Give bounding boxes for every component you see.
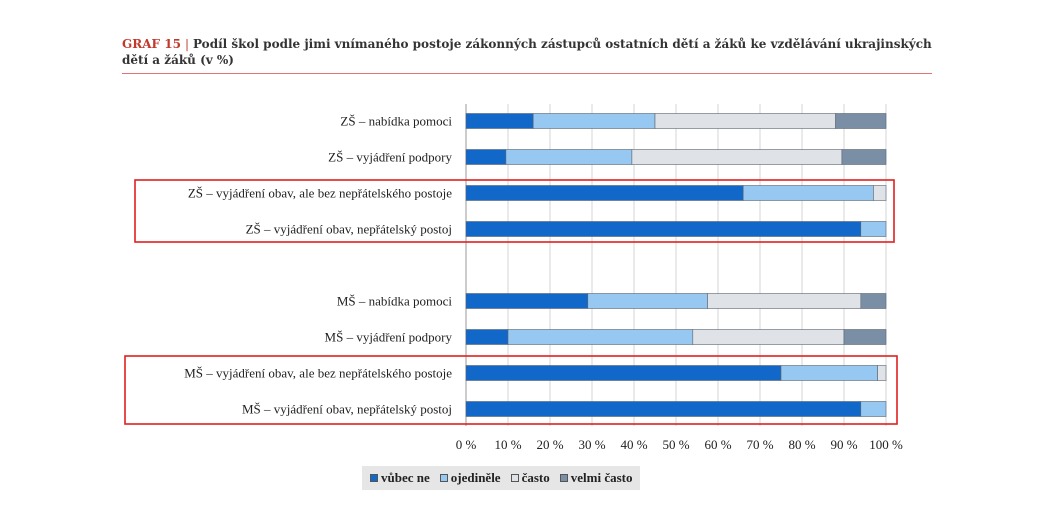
highlight-box [124,355,898,425]
bar-segment [465,329,509,345]
legend-swatch [370,474,378,482]
x-tick-label: 50 % [662,437,689,452]
title-separator: | [184,37,189,51]
chart-title: GRAF 15 | Podíl škol podle jimi vnímaného … [122,36,934,68]
graf-number: GRAF 15 [122,37,181,51]
legend-swatch [510,474,519,482]
highlight-box [134,179,895,243]
bar-segment [742,185,874,201]
legend-item: často [510,470,550,486]
bar-segment [654,113,836,129]
x-tick-label: 30 % [578,437,605,452]
bar-segment [860,401,887,417]
bar-segment [587,293,708,309]
bar-segment [860,221,887,237]
legend-item: velmi často [559,470,633,486]
x-tick-label: 10 % [494,437,521,452]
category-label: ZŠ – vyjádření obav, nepřátelský postoj [246,222,452,237]
x-tick-label: 80 % [788,437,815,452]
x-tick-label: 70 % [746,437,773,452]
bar-segment [835,113,887,129]
stacked-bar-chart: ZŠ – nabídka pomoci ZŠ – vyjádření podpor… [124,104,903,452]
bar-segment [877,365,887,381]
x-tick-label: 40 % [620,437,647,452]
bar-segment [465,149,507,165]
category-label: MŠ – vyjádření podpory [325,330,453,345]
header-divider [122,73,932,74]
bar-segment [532,113,656,129]
bar-segment [465,185,744,201]
legend-item: ojediněle [439,470,501,486]
bar-segment [692,329,845,345]
category-label: ZŠ – nabídka pomoci [340,114,452,129]
bar-segment [465,365,782,381]
legend-swatch [559,474,568,482]
bar-segment [465,401,862,417]
bar-segment [465,293,589,309]
category-label: MŠ – nabídka pomoci [337,294,453,309]
chart-title-text: Podíl škol podle jimi vnímaného postoje … [122,37,932,67]
bar-segment [843,329,887,345]
chart-header: GRAF 15 | Podíl škol podle jimi vnímaného … [122,36,934,68]
category-label: MŠ – vyjádření obav, ale bez nepřátelské… [184,366,452,381]
bar-segment [631,149,843,165]
bar-segment [873,185,887,201]
legend-label: ojediněle [450,470,501,485]
legend-swatch [439,474,448,482]
chart-legend: vůbec ne ojediněle často velmi často [362,466,641,490]
x-tick-label: 20 % [536,437,563,452]
legend-item: vůbec ne [370,470,430,486]
legend-label: vůbec ne [381,470,430,485]
bar-segment [860,293,887,309]
bar-segment [465,113,534,129]
x-tick-label: 100 % [869,437,903,452]
x-tick-label: 0 % [456,437,477,452]
category-label: MŠ – vyjádření obav, nepřátelský postoj [242,402,452,417]
bar-segment [841,149,887,165]
bar-segment [465,221,862,237]
bar-segment [505,149,633,165]
bar-segment [707,293,862,309]
category-label: ZŠ – vyjádření obav, ale bez nepřátelské… [188,186,452,201]
legend-label: často [521,470,550,485]
category-label: ZŠ – vyjádření podpory [328,150,452,165]
bar-segment [780,365,878,381]
bar-segment [507,329,694,345]
x-tick-label: 60 % [704,437,731,452]
legend-label: velmi často [570,470,633,485]
x-tick-label: 90 % [830,437,857,452]
